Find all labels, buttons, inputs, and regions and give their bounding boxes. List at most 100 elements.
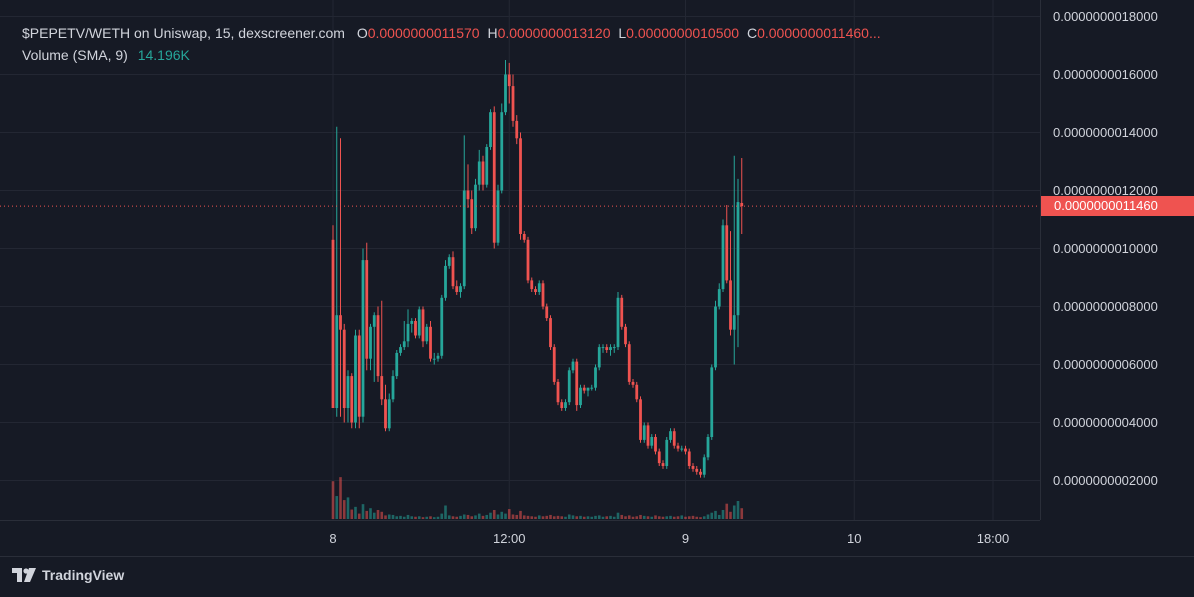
- volume-bar: [597, 515, 601, 519]
- volume-bar: [620, 514, 624, 519]
- candle-body: [361, 260, 365, 417]
- candle-body: [485, 147, 489, 185]
- candle-body: [414, 321, 417, 336]
- volume-bar: [740, 508, 744, 519]
- candle-body: [624, 326, 627, 345]
- volume-bar: [699, 517, 702, 519]
- volume-bar: [365, 510, 369, 519]
- candle-body: [342, 329, 346, 408]
- candle-body: [687, 451, 691, 466]
- candle-body: [436, 355, 440, 359]
- price-tick-label: 0.0000000008000: [1053, 299, 1158, 314]
- volume-bar: [654, 515, 657, 519]
- legend-symbol: $PEPETV/WETH on Uniswap, 15, dexscreener…: [22, 25, 345, 41]
- volume-bar: [331, 481, 335, 519]
- candle-body: [642, 425, 646, 440]
- volume-bar: [421, 517, 425, 519]
- volume-bar: [687, 516, 691, 519]
- volume-bar: [702, 516, 706, 519]
- candle-body: [425, 326, 429, 342]
- candle-body: [369, 326, 372, 359]
- candle-body: [575, 361, 579, 406]
- volume-bar: [369, 508, 372, 519]
- candle-body: [590, 387, 594, 389]
- price-tick-label: 0.0000000012000: [1053, 183, 1158, 198]
- volume-bar: [601, 516, 605, 519]
- volume-bar: [556, 515, 560, 519]
- price-tick-label: 0.0000000018000: [1053, 9, 1158, 24]
- volume-bar: [661, 516, 665, 519]
- candle-body: [684, 448, 687, 452]
- candle-body: [357, 335, 361, 417]
- legend-volume-value: 14.196K: [137, 47, 190, 63]
- candle-body: [601, 347, 605, 349]
- candle-body: [331, 239, 335, 408]
- volume-bar: [470, 516, 474, 519]
- volume-bar: [627, 515, 631, 519]
- candle-body: [635, 384, 639, 400]
- volume-bar: [451, 516, 455, 519]
- candle-body: [447, 257, 451, 266]
- volume-bar: [417, 516, 421, 519]
- candle-body: [474, 184, 477, 229]
- candle-body: [440, 297, 444, 356]
- volume-bar: [447, 515, 451, 519]
- candle-body: [459, 286, 462, 292]
- candle-body: [451, 257, 455, 287]
- candle-body: [579, 387, 582, 406]
- volume-bar: [669, 515, 672, 519]
- volume-bar: [684, 516, 687, 519]
- volume-bar: [357, 513, 361, 519]
- volume-bar: [579, 515, 582, 519]
- volume-bar: [590, 516, 594, 519]
- tradingview-logo[interactable]: TradingView: [12, 567, 124, 583]
- time-tick-label: 8: [329, 531, 336, 546]
- volume-bar: [631, 516, 635, 519]
- legend-low-label: L: [618, 25, 627, 41]
- volume-bar: [714, 510, 717, 519]
- legend-ohlc-row: $PEPETV/WETH on Uniswap, 15, dexscreener…: [22, 24, 881, 46]
- legend-volume-label: Volume (SMA, 9): [22, 47, 128, 63]
- candle-body: [736, 202, 740, 316]
- candle-body: [691, 466, 695, 469]
- candlestick-plot[interactable]: [0, 0, 1040, 520]
- volume-bar: [530, 516, 534, 519]
- time-axis[interactable]: 8 12:00 9 10 18:00: [0, 520, 1040, 556]
- volume-bar: [496, 514, 500, 519]
- candle-body: [462, 190, 466, 287]
- volume-bar: [500, 511, 504, 519]
- volume-bar: [354, 506, 357, 519]
- candle-body: [477, 161, 481, 185]
- volume-bar: [534, 516, 537, 519]
- candle-body: [376, 315, 380, 377]
- candle-body: [545, 306, 549, 319]
- volume-bar: [635, 516, 639, 519]
- candle-body: [432, 358, 436, 360]
- candle-body: [507, 74, 511, 87]
- candle-body: [680, 448, 684, 450]
- candle-body: [380, 376, 384, 400]
- volume-bar: [519, 510, 522, 519]
- tradingview-logo-icon: [12, 568, 36, 582]
- candle-body: [552, 347, 556, 382]
- price-axis[interactable]: 0.0000000018000 0.0000000016000 0.00000000…: [1040, 0, 1194, 520]
- volume-bar: [399, 515, 402, 519]
- volume-bar: [376, 510, 380, 519]
- volume-bar: [729, 511, 732, 519]
- candle-body: [631, 381, 635, 385]
- candle-body: [395, 352, 399, 377]
- price-tick-label: 0.0000000016000: [1053, 67, 1158, 82]
- candle-body: [702, 457, 706, 475]
- legend: $PEPETV/WETH on Uniswap, 15, dexscreener…: [22, 24, 881, 68]
- chart-area[interactable]: $PEPETV/WETH on Uniswap, 15, dexscreener…: [0, 0, 1040, 520]
- candle-body: [695, 468, 699, 472]
- volume-bar: [571, 515, 575, 519]
- time-tick-label: 12:00: [493, 531, 526, 546]
- volume-bar: [552, 516, 556, 519]
- volume-bar: [440, 513, 444, 519]
- volume-bar: [676, 516, 680, 519]
- candle-body: [657, 451, 661, 464]
- footer: TradingView: [0, 556, 1194, 597]
- volume-bar: [387, 514, 391, 519]
- volume-bar: [522, 515, 526, 519]
